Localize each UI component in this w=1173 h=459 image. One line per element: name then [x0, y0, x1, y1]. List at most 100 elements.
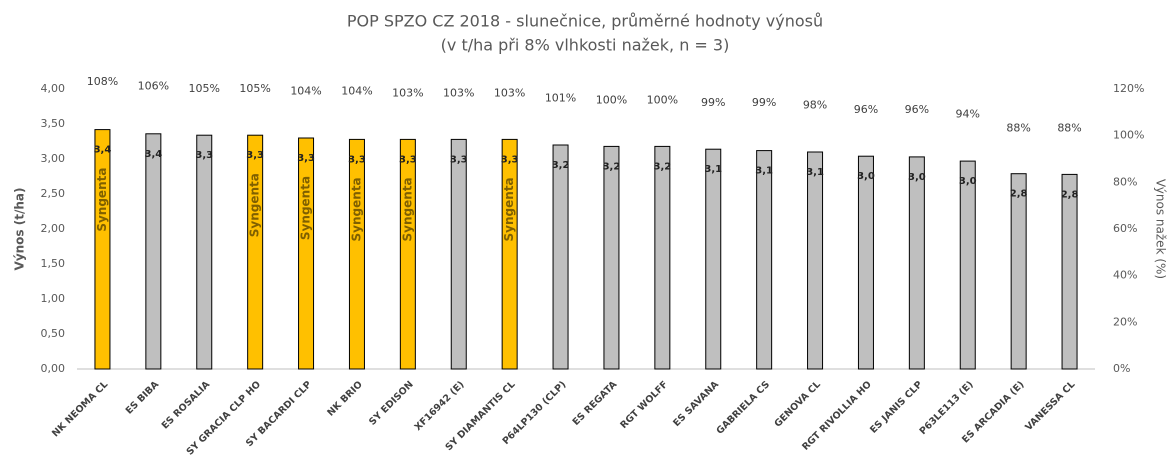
data-label: 3,0: [908, 172, 926, 183]
data-label: 3,1: [806, 167, 824, 178]
y-tick-label: 2,00: [41, 222, 66, 235]
bar-annotation: Syngenta: [248, 173, 262, 237]
y-tick-label: 1,50: [41, 257, 66, 270]
x-tick-label: VANESSA CL: [1023, 379, 1077, 433]
percent-label: 99%: [752, 96, 776, 109]
x-tick-label: ES JANIS CLP: [868, 379, 925, 436]
percent-label: 105%: [239, 82, 270, 95]
x-tick-label: RGT WOLFF: [618, 379, 670, 431]
data-label: 3,1: [755, 166, 773, 177]
y2-tick-label: 80%: [1113, 175, 1137, 188]
bar: [501, 138, 518, 370]
y2-tick-label: 40%: [1113, 269, 1137, 282]
x-tick-label: XF16942 (E): [413, 379, 467, 433]
bar-annotation: Syngenta: [95, 168, 109, 232]
bar: [1010, 173, 1027, 370]
bar: [298, 137, 315, 370]
data-label: 3,3: [195, 150, 213, 161]
percent-label: 104%: [290, 84, 321, 97]
bar: [908, 156, 925, 370]
data-label: 3,3: [501, 154, 519, 165]
bar-annotation: Syngenta: [400, 177, 414, 241]
data-label: 3,3: [246, 150, 264, 161]
percent-label: 103%: [494, 87, 525, 100]
bar: [399, 138, 416, 370]
y2-tick-label: 60%: [1113, 222, 1137, 235]
percent-label: 103%: [443, 87, 474, 100]
percent-label: 98%: [803, 98, 827, 111]
percent-label: 99%: [701, 96, 725, 109]
bar-annotation: Syngenta: [502, 177, 516, 241]
percent-label: 88%: [1057, 122, 1081, 135]
y-tick-label: 0,50: [41, 327, 66, 340]
percent-label: 96%: [854, 103, 878, 116]
data-label: 2,8: [1061, 189, 1079, 200]
bar: [857, 155, 874, 370]
y-tick-label: 3,50: [41, 117, 66, 130]
bar-annotation: Syngenta: [349, 177, 363, 241]
percent-label: 88%: [1006, 122, 1030, 135]
x-tick-label: NK BRIO: [325, 379, 364, 418]
bar: [450, 138, 467, 370]
bar: [654, 145, 671, 370]
data-label: 3,3: [348, 154, 366, 165]
bar: [1061, 173, 1078, 370]
bar: [807, 151, 824, 370]
bar: [196, 134, 213, 370]
percent-label: 104%: [341, 84, 372, 97]
y-tick-label: 4,00: [41, 82, 66, 95]
x-tick-label: GENOVA CL: [772, 379, 823, 430]
chart-title: POP SPZO CZ 2018 - slunečnice, průměrné …: [347, 12, 823, 31]
bar: [552, 144, 569, 370]
y2-tick-label: 20%: [1113, 315, 1137, 328]
x-tick-label: ES SAVANA: [671, 379, 721, 429]
data-label: 3,2: [603, 161, 621, 172]
percent-label: 100%: [647, 94, 678, 107]
bar-annotation: Syngenta: [299, 176, 313, 240]
percent-label: 94%: [956, 108, 980, 121]
bar: [756, 150, 773, 370]
y-tick-label: 0,00: [41, 362, 66, 375]
percent-label: 106%: [138, 80, 169, 93]
chart-subtitle: (v t/ha při 8% vlhkosti nažek, n = 3): [441, 36, 730, 55]
percent-label: 101%: [545, 91, 576, 104]
bar: [247, 134, 264, 370]
y-tick-label: 2,50: [41, 187, 66, 200]
data-label: 3,0: [857, 171, 875, 182]
x-tick-label: ES BIBA: [124, 379, 162, 417]
bar: [348, 138, 365, 370]
data-label: 3,3: [399, 154, 417, 165]
y2-axis-title: Výnos nažek (%): [1154, 179, 1168, 279]
bar: [94, 129, 111, 370]
x-tick-label: ES ROSALIA: [160, 379, 213, 432]
data-label: 3,3: [297, 153, 315, 164]
data-label: 2,8: [1010, 189, 1028, 200]
y-axis-title: Výnos (t/ha): [13, 188, 27, 271]
percent-label: 103%: [392, 87, 423, 100]
percent-label: 100%: [596, 94, 627, 107]
percent-label: 108%: [87, 75, 118, 88]
x-tick-label: SY EDISON: [367, 379, 416, 428]
bar: [959, 160, 976, 370]
percent-label: 105%: [189, 82, 220, 95]
data-label: 3,1: [704, 164, 722, 175]
bar: [145, 133, 162, 370]
y2-tick-label: 0%: [1113, 362, 1130, 375]
x-tick-label: NK NEOMA CL: [50, 379, 110, 439]
x-tick-label: GABRIELA CS: [714, 379, 772, 437]
y2-tick-label: 120%: [1113, 82, 1144, 95]
y-tick-label: 1,00: [41, 292, 66, 305]
percent-label: 96%: [905, 103, 929, 116]
y-tick-label: 3,00: [41, 152, 66, 165]
data-label: 3,4: [94, 145, 112, 156]
data-label: 3,0: [959, 176, 977, 187]
data-label: 3,3: [450, 154, 468, 165]
data-label: 3,2: [653, 161, 671, 172]
bar: [603, 145, 620, 370]
bar: [705, 148, 722, 370]
data-label: 3,2: [552, 160, 570, 171]
data-label: 3,4: [144, 149, 162, 160]
x-tick-label: ES REGATA: [571, 379, 620, 428]
y2-tick-label: 100%: [1113, 129, 1144, 142]
